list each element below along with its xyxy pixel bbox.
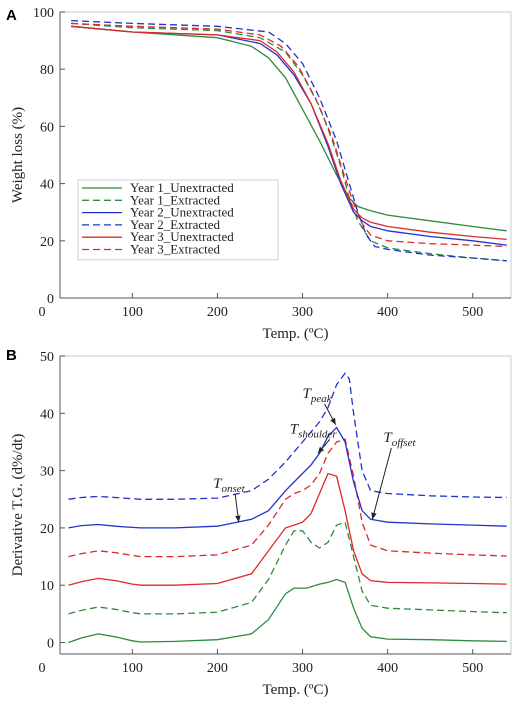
series-line: [71, 22, 507, 262]
x-tick-label: 200: [207, 305, 228, 320]
x-tick-label: 300: [292, 661, 313, 676]
annotation-label: Tonset: [213, 476, 246, 495]
legend: [77, 179, 279, 261]
annotation-label: Tpeak: [303, 386, 333, 405]
panel-label: B: [6, 347, 17, 364]
series-line: [71, 25, 507, 232]
legend-entry: Year 1_Extracted: [130, 192, 221, 207]
series-line: [68, 521, 507, 615]
series-line: [68, 372, 507, 500]
y-tick-label: 100: [33, 6, 54, 21]
x-tick-label: 100: [122, 661, 143, 676]
x-tick-label: 500: [462, 305, 483, 320]
y-tick-label: 50: [40, 350, 54, 365]
annotation-arrowhead: [330, 417, 336, 425]
series-line: [71, 25, 507, 246]
x-tick-label: 500: [462, 661, 483, 676]
y-tick-label: 10: [40, 579, 54, 594]
series-line: [71, 19, 507, 262]
y-tick-label: 30: [40, 465, 54, 480]
y-axis-label: Derivative T.G. (d%/dt): [10, 434, 26, 577]
annotation-label: Toffset: [383, 430, 416, 449]
y-tick-label: 0: [47, 637, 54, 652]
plot-frame: [59, 355, 512, 655]
y-tick-label: 80: [40, 63, 54, 78]
series-line: [68, 426, 507, 529]
y-tick-label: 0: [47, 292, 54, 307]
annotation-arrowhead: [317, 446, 325, 454]
x-tick-label: 400: [377, 305, 398, 320]
x-axis-label: Temp. (ºC): [262, 326, 328, 342]
x-tick-label: 400: [377, 661, 398, 676]
y-tick-label: 20: [40, 522, 54, 537]
legend-entry: Year 1_Unextracted: [130, 180, 234, 195]
series-line: [71, 25, 507, 241]
annotation-arrowhead: [235, 515, 241, 523]
legend-entry: Year 3_Unextracted: [130, 229, 234, 244]
series-line: [68, 472, 507, 586]
panel-a: A 0 20 40 60 80 100 0 100 200 300 400 500 Temp. (ºC) W…: [6, 6, 512, 342]
panel-label: A: [6, 7, 17, 24]
y-tick-label: 20: [40, 235, 54, 250]
annotation-arrow: [371, 447, 392, 520]
legend-entry: Year 2_Unextracted: [130, 205, 234, 220]
y-axis-label: Weight loss (%): [10, 107, 26, 203]
x-tick-label: 300: [292, 305, 313, 320]
y-tick-label: 40: [40, 178, 54, 193]
x-axis-label: Temp. (ºC): [262, 682, 328, 698]
y-tick-label: 60: [40, 120, 54, 135]
legend-entry: Year 3_Extracted: [130, 242, 221, 257]
annotation-label: Tshoulder: [290, 421, 338, 440]
x-tick-label: 0: [39, 661, 46, 676]
annotation-arrowhead: [371, 512, 377, 520]
x-tick-label: 0: [39, 305, 46, 320]
y-tick-label: 40: [40, 407, 54, 422]
legend-entry: Year 2_Extracted: [130, 217, 221, 232]
series-line: [71, 22, 507, 248]
x-tick-label: 100: [122, 305, 143, 320]
series-line: [68, 578, 507, 644]
series-line: [68, 438, 507, 558]
x-tick-label: 200: [207, 661, 228, 676]
